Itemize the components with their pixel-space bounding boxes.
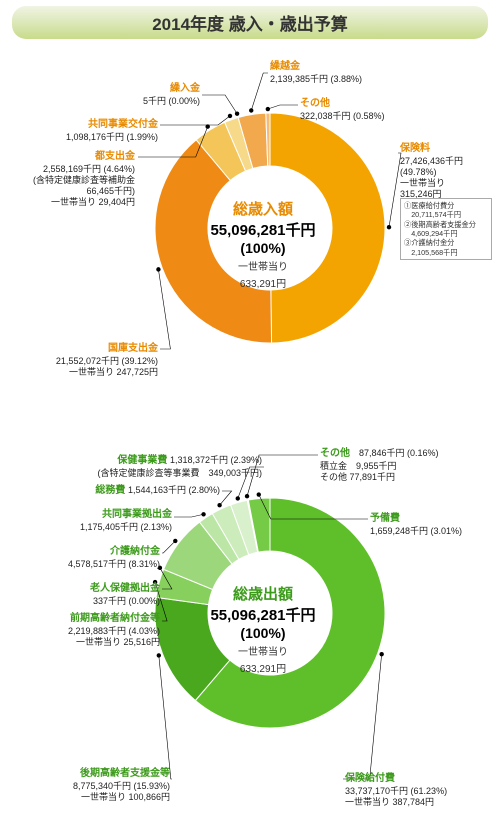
lbl-sonota: その他 322,038千円 (0.58%) (300, 98, 470, 122)
expense-chart-area: 総歳出額 55,096,281千円 (100%) 一世帯当り 633,291円 … (0, 433, 500, 833)
title-banner: 2014年度 歳入・歳出予算 (12, 6, 488, 39)
expense-center-label: 総歳出額 55,096,281千円 (100%) 一世帯当り 633,291円 (178, 583, 348, 675)
revenue-per-hh-amt: 633,291円 (178, 275, 348, 290)
lbl-kurinyu: 繰入金 5千円 (0.00%) (70, 83, 200, 107)
expense-total-pct: (100%) (178, 625, 348, 641)
revenue-total-pct: (100%) (178, 240, 348, 256)
lbl-kyodo2: 共同事業拠出金 1,175,405千円 (2.13%) (0, 509, 172, 533)
lbl-soumu: 総務費 1,544,163千円 (2.80%) (0, 485, 220, 498)
revenue-per-hh: 一世帯当り (178, 258, 348, 273)
lbl-kokko: 国庫支出金 21,552,072千円 (39.12%) 一世帯当り 247,72… (0, 343, 158, 378)
expense-total: 55,096,281千円 (178, 604, 348, 625)
lbl-zenki: 前期高齢者納付金等 2,219,883千円 (4.03%) 一世帯当り 25,5… (0, 613, 160, 648)
expense-per-hh: 一世帯当り (178, 643, 348, 658)
lbl-kouki: 後期高齢者支援金等 8,775,340千円 (15.93%) 一世帯当り 100… (0, 768, 170, 803)
lbl-hokenryo: 保険料 27,426,436千円 (49.78%) 一世帯当り 315,246円 (400, 143, 500, 201)
revenue-center-title: 総歳入額 (178, 198, 348, 219)
page-title: 2014年度 歳入・歳出予算 (152, 15, 348, 34)
lbl-kaigo: 介護納付金 4,578,517千円 (8.31%) (0, 546, 160, 570)
expense-center-title: 総歳出額 (178, 583, 348, 604)
lbl-yobi: 予備費 1,659,248千円 (3.01%) (370, 513, 500, 537)
revenue-note-box: ①医療給付費分 20,711,574千円 ②後期高齢者支援金分 4,609,29… (400, 198, 492, 260)
lbl-sonota2: その他 87,846千円 (0.16%) 積立金 9,955千円 その他 77,… (320, 448, 500, 483)
revenue-center-label: 総歳入額 55,096,281千円 (100%) 一世帯当り 633,291円 (178, 198, 348, 290)
expense-per-hh-amt: 633,291円 (178, 660, 348, 675)
lbl-hokenkyufu: 保険給付費 33,737,170千円 (61.23%) 一世帯当り 387,78… (345, 773, 500, 808)
lbl-roujin: 老人保健拠出金 337千円 (0.00%) (0, 583, 160, 607)
lbl-kyodo: 共同事業交付金 1,098,176千円 (1.99%) (0, 119, 158, 143)
revenue-total: 55,096,281千円 (178, 219, 348, 240)
revenue-chart-area: 総歳入額 55,096,281千円 (100%) 一世帯当り 633,291円 … (0, 43, 500, 433)
lbl-to: 都支出金 2,558,169千円 (4.64%) (含特定健康診査等補助金 66… (0, 151, 135, 209)
lbl-hoken: 保健事業費 1,318,372千円 (2.39%) (含特定健康診査等事業費 3… (0, 455, 262, 479)
lbl-kurikoshi: 繰越金 2,139,385千円 (3.88%) (270, 61, 440, 85)
